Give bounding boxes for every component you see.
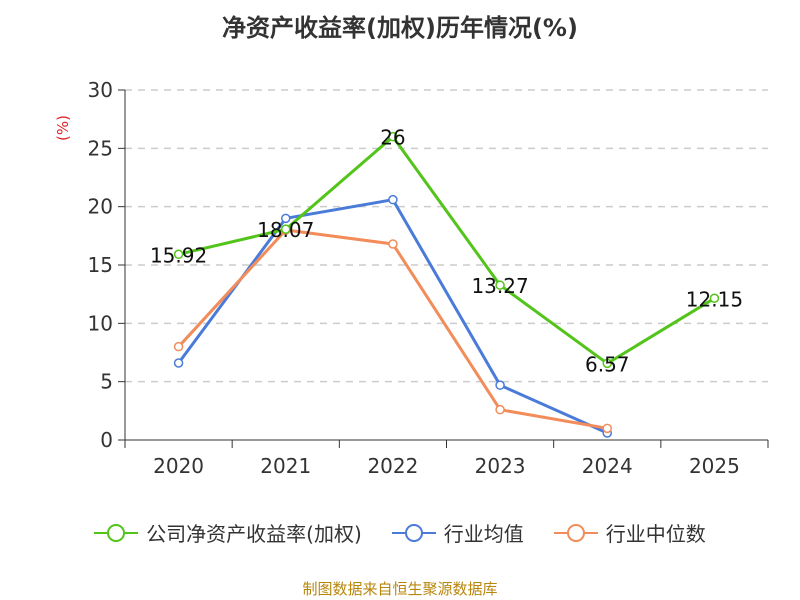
- x-tick-label: 2022: [367, 454, 418, 478]
- data-label: 6.57: [585, 352, 630, 376]
- data-label: 12.15: [686, 287, 743, 311]
- y-tick-label: 0: [100, 428, 113, 452]
- data-point: [495, 404, 505, 415]
- legend: 公司净资产收益率(加权) 行业均值 行业中位数: [0, 518, 800, 547]
- series-line: [178, 135, 716, 365]
- data-labels: 15.92 18.07 26 13.27 6.57 12.15: [150, 126, 743, 377]
- data-point: [602, 423, 612, 434]
- y-tick-label: 10: [88, 311, 113, 335]
- data-point: [173, 249, 184, 260]
- y-tick-label: 20: [88, 195, 113, 219]
- data-point: [602, 358, 612, 369]
- data-label: 15.92: [150, 243, 207, 267]
- data-point: [495, 380, 505, 390]
- series-line: [177, 228, 608, 430]
- x-tick-label: 2021: [260, 454, 311, 478]
- legend-item-industry-mean[interactable]: 行业均值: [391, 518, 524, 547]
- legend-item-company[interactable]: 公司净资产收益率(加权): [94, 518, 362, 547]
- data-point: [388, 131, 398, 142]
- legend-label-company: 公司净资产收益率(加权): [146, 522, 362, 546]
- data-point: [173, 358, 184, 368]
- data-point: [388, 239, 398, 249]
- y-tick-label: 25: [88, 136, 113, 160]
- legend-marker-industry-mean: [391, 523, 436, 542]
- data-source: 制图数据来自恒生聚源数据库: [302, 580, 498, 598]
- data-point: [281, 213, 291, 224]
- data-label: 26: [380, 126, 405, 150]
- legend-label-industry-mean: 行业均值: [443, 522, 524, 546]
- data-point: [388, 194, 398, 205]
- x-tick-label: 2023: [475, 454, 526, 478]
- x-tick-label: 2025: [689, 454, 740, 478]
- x-tick-label: 2024: [582, 454, 633, 478]
- data-point: [709, 293, 720, 303]
- y-tick-label: 30: [88, 78, 113, 102]
- legend-label-industry-median: 行业中位数: [605, 522, 706, 546]
- data-point: [281, 224, 291, 234]
- grid-lines: [125, 89, 768, 383]
- data-point: [495, 280, 505, 290]
- y-axis-label: (%): [54, 115, 72, 141]
- data-point: [173, 341, 184, 352]
- series-lines: [173, 131, 720, 438]
- chart-title: 净资产收益率(加权)历年情况(%): [222, 14, 578, 42]
- legend-marker-company: [94, 523, 139, 542]
- legend-marker-industry-median: [553, 523, 598, 542]
- y-tick-label: 5: [100, 370, 113, 394]
- data-label: 13.27: [471, 274, 528, 298]
- legend-item-industry-median[interactable]: 行业中位数: [553, 518, 706, 547]
- x-tick-label: 2020: [153, 454, 204, 478]
- data-label: 18.07: [257, 218, 314, 242]
- y-tick-label: 15: [88, 253, 113, 277]
